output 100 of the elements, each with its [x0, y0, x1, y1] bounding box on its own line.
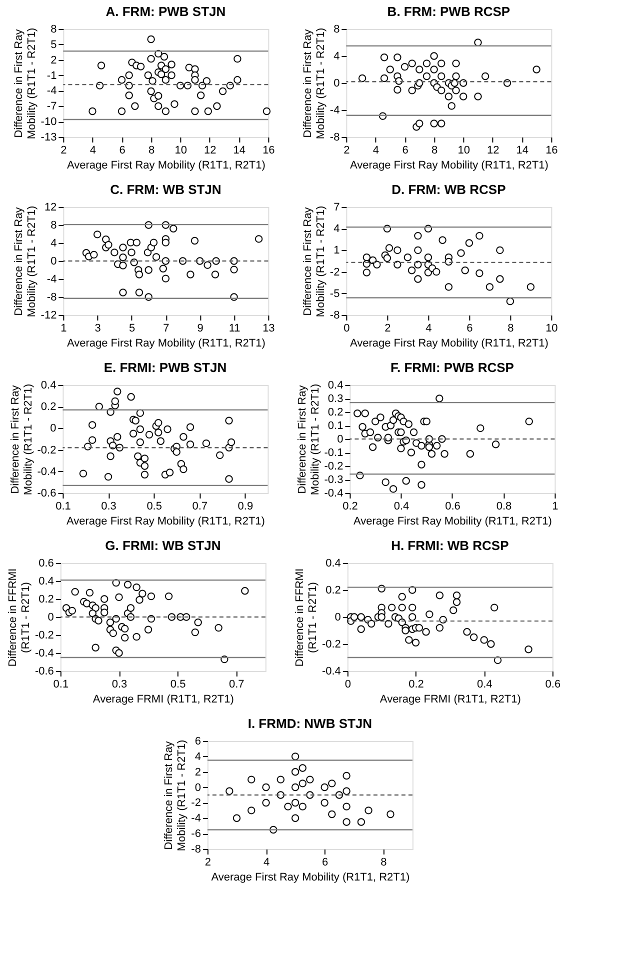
x-tick-label: 12 [486, 144, 500, 156]
y-tick-label: -0.2 [322, 638, 341, 650]
x-tick-label: 2 [60, 144, 67, 156]
point [524, 646, 532, 654]
point [426, 610, 434, 618]
point [466, 450, 474, 458]
point [342, 818, 350, 826]
point [320, 798, 328, 807]
y-axis-title: Difference in First Ray Mobility (R1T1 - R2T1) [296, 384, 322, 496]
point [135, 288, 144, 296]
point [114, 432, 122, 441]
y-tick-label: -0.2 [34, 630, 54, 642]
point [368, 443, 377, 451]
y-tick-label: 7 [334, 202, 340, 214]
point [214, 624, 222, 632]
y-axis-title: Difference in First Ray Mobility (R1T1 - R2T1) [302, 206, 327, 318]
point [449, 606, 458, 614]
point [430, 52, 438, 60]
point [408, 60, 416, 68]
point [386, 810, 394, 818]
point [254, 235, 263, 243]
point [144, 626, 152, 634]
point [276, 776, 285, 784]
y-tick-label: 1 [334, 244, 340, 257]
x-tick-label: 0.6 [545, 678, 561, 690]
x-axis-title: Average First Ray Mobility (R1T1, R2T1) [353, 516, 552, 528]
x-tick-label: 8 [380, 856, 387, 868]
y-tick-label: -2 [191, 797, 201, 810]
point [490, 604, 498, 612]
y-tick-label: 0 [194, 782, 201, 794]
y-tick-label: 6 [194, 736, 201, 748]
point [492, 440, 500, 448]
point [284, 802, 292, 810]
point [383, 254, 392, 262]
point [438, 120, 446, 128]
point [180, 432, 188, 441]
y-axis-title: Difference in First Ray Mobility (R1T1 - R2T1) [302, 28, 327, 140]
x-tick-label: 3 [94, 322, 101, 334]
point [342, 802, 350, 810]
y-tick-label: -7 [46, 100, 57, 113]
point [159, 264, 167, 272]
x-axis-title: Average FRMI (R1T1, R2T1) [380, 694, 521, 706]
point [422, 418, 430, 426]
x-tick-label: 7 [163, 322, 170, 334]
point [357, 625, 365, 633]
point [154, 92, 162, 100]
point [298, 764, 306, 772]
point [90, 250, 98, 259]
x-tick-label: 6 [119, 144, 126, 156]
y-axis-title: Difference in First Ray Mobility (R1T1 - R2T1) [9, 384, 34, 496]
y-tick-label: -0.4 [37, 466, 56, 478]
point [496, 275, 504, 283]
point [115, 593, 123, 602]
y-tick-label: -8 [46, 292, 57, 304]
y-tick-label: 4 [50, 238, 57, 250]
point [380, 74, 388, 82]
y-tick-label: -4 [46, 85, 57, 98]
point [150, 238, 158, 246]
y-tick-label: 0.1 [328, 420, 344, 432]
point [480, 636, 488, 644]
point [194, 618, 202, 626]
y-tick-label: 4 [334, 223, 340, 236]
point [134, 452, 142, 460]
chart-title: A. FRM: PWB STJN [106, 4, 226, 19]
point [128, 248, 136, 256]
point [357, 613, 365, 621]
y-tick-label: 5 [50, 38, 57, 51]
point [234, 76, 242, 84]
point [414, 260, 422, 268]
point [448, 102, 456, 110]
point [418, 481, 426, 489]
y-tick-label: -6 [191, 828, 201, 840]
point [119, 262, 127, 270]
point [496, 246, 504, 254]
point [366, 428, 374, 436]
x-tick-label: 11 [228, 322, 240, 334]
point [291, 752, 300, 760]
x-tick-label: 10 [174, 144, 187, 156]
x-tick-label: 0.8 [496, 500, 512, 512]
point [145, 430, 154, 439]
x-tick-label: 0.7 [228, 678, 244, 690]
x-tick-label: 0.5 [146, 500, 162, 512]
point [436, 624, 444, 632]
point [186, 270, 194, 278]
point [135, 270, 144, 278]
point [154, 428, 162, 436]
point [170, 224, 178, 232]
point [202, 77, 211, 85]
point [291, 768, 300, 776]
point [100, 595, 108, 603]
point [373, 260, 381, 268]
chart-title: E. FRMI: PWB STJN [104, 360, 227, 375]
point [92, 644, 100, 652]
point [121, 634, 129, 642]
point [439, 616, 447, 624]
point [362, 254, 371, 262]
point [86, 588, 94, 597]
y-tick-label: -12 [40, 310, 57, 322]
point [234, 54, 242, 63]
point [136, 596, 144, 604]
